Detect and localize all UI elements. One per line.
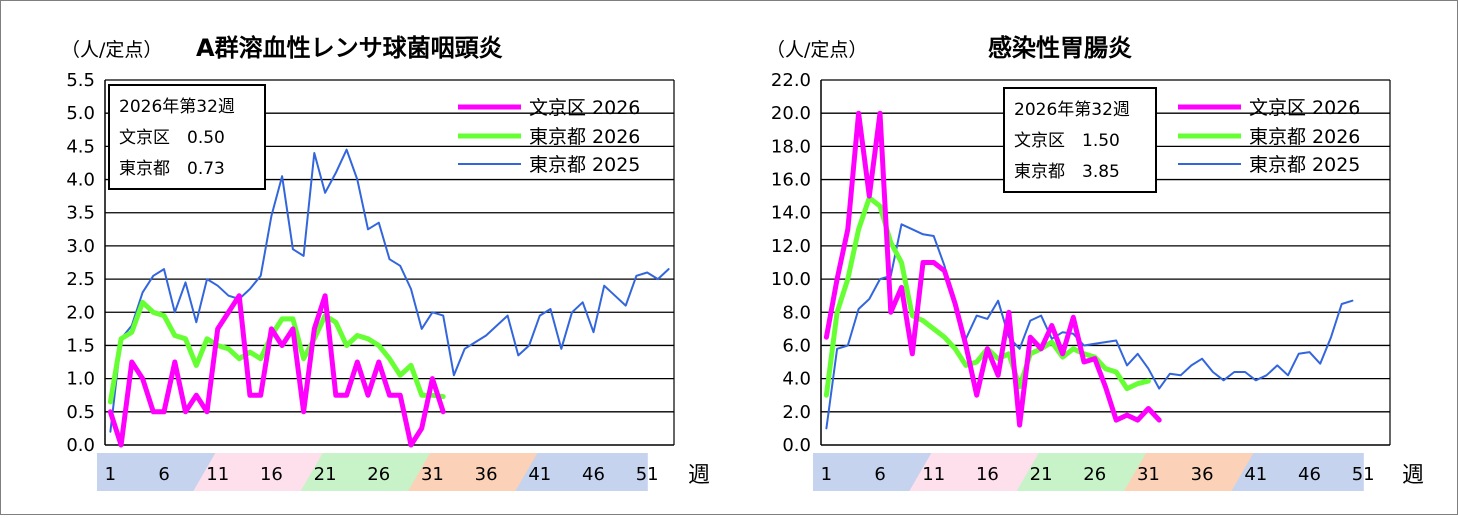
chart-2: 0.0 2.0 4.0 6.0 8.0 10.0 12.0 14.0 16.0 18.0 20.0 2… [766, 34, 1424, 491]
x-tick-label: 31 [421, 464, 444, 485]
x-tick-label: 46 [1298, 464, 1321, 485]
x-tick-label: 1 [821, 464, 832, 485]
y-tick-label: 4.0 [782, 369, 811, 390]
x-tick-label: 46 [582, 464, 605, 485]
x-tick-label: 31 [1137, 464, 1160, 485]
week-band [515, 453, 648, 491]
legend-label: 文京区 2026 [529, 97, 640, 119]
y-axis-label: （人/定点） [61, 39, 162, 61]
y-tick-label: 5.5 [66, 70, 95, 91]
y-tick-label: 12.0 [771, 236, 811, 257]
week-band [909, 453, 1047, 491]
series-line [823, 110, 1162, 428]
x-tick-label: 21 [1030, 464, 1053, 485]
info-box-line: 2026年第32週 [119, 97, 235, 117]
legend-label: 文京区 2026 [1249, 97, 1360, 119]
week-band [193, 453, 331, 491]
x-tick-label: 41 [1244, 464, 1267, 485]
y-tick-label: 8.0 [782, 302, 811, 323]
x-tick-label: 11 [922, 464, 945, 485]
info-box [108, 84, 266, 190]
legend-label: 東京都 2025 [529, 154, 640, 176]
week-band [813, 453, 940, 491]
series-line [825, 223, 1354, 430]
series-line [107, 299, 446, 405]
x-tick-label: 51 [1352, 464, 1375, 485]
week-band [1231, 453, 1364, 491]
x-tick-label: 6 [158, 464, 169, 485]
x-tick-label: 6 [874, 464, 885, 485]
y-tick-label: 16.0 [771, 170, 811, 191]
series-line [107, 293, 446, 448]
week-band [1124, 453, 1262, 491]
x-tick-label: 26 [1083, 464, 1106, 485]
y-tick-label: 18.0 [771, 136, 811, 157]
info-box-line: 文京区 0.50 [119, 128, 225, 148]
week-band [300, 453, 439, 491]
week-band [408, 453, 546, 491]
y-tick-label: 4.0 [66, 170, 95, 191]
y-tick-label: 4.5 [66, 136, 95, 157]
series-line [109, 148, 670, 433]
x-tick-label: 1 [105, 464, 116, 485]
y-tick-label: 10.0 [771, 269, 811, 290]
chart-title: 感染性胃腸炎 [988, 34, 1132, 62]
legend-label: 東京都 2025 [1249, 154, 1360, 176]
y-tick-label: 2.0 [66, 302, 95, 323]
y-tick-label: 20.0 [771, 103, 811, 124]
legend-label: 東京都 2026 [529, 126, 640, 148]
y-tick-label: 2.5 [66, 269, 95, 290]
y-tick-label: 2.0 [782, 402, 811, 423]
chart-1: 0.00.51.01.52.02.53.03.54.04.55.05.51 6 11… [61, 34, 710, 491]
legend-label: 東京都 2026 [1249, 126, 1360, 148]
x-axis-label: 週 [1402, 463, 1424, 488]
x-tick-label: 36 [475, 464, 498, 485]
y-tick-label: 5.0 [66, 103, 95, 124]
info-box-line: 東京都 0.73 [119, 159, 225, 179]
y-axis-label: （人/定点） [766, 39, 867, 61]
x-tick-label: 51 [636, 464, 659, 485]
info-box-line: 東京都 3.85 [1014, 162, 1120, 182]
chart-title: A群溶血性レンサ球菌咽頭炎 [196, 34, 503, 62]
y-tick-label: 0.0 [66, 435, 95, 456]
y-tick-label: 0.5 [66, 402, 95, 423]
week-band [1016, 453, 1155, 491]
x-axis-label: 週 [688, 463, 710, 488]
y-tick-label: 14.0 [771, 203, 811, 224]
info-box-line: 文京区 1.50 [1014, 131, 1120, 151]
x-tick-label: 16 [260, 464, 283, 485]
week-band [97, 453, 224, 491]
x-tick-label: 21 [314, 464, 337, 485]
x-tick-label: 26 [367, 464, 390, 485]
x-tick-label: 16 [976, 464, 999, 485]
y-tick-label: 1.5 [66, 335, 95, 356]
x-tick-label: 36 [1191, 464, 1214, 485]
y-tick-label: 0.0 [782, 435, 811, 456]
y-tick-label: 22.0 [771, 70, 811, 91]
x-tick-label: 41 [528, 464, 551, 485]
info-box-line: 2026年第32週 [1014, 100, 1130, 120]
y-tick-label: 3.5 [66, 203, 95, 224]
series-line [823, 195, 1151, 398]
y-tick-label: 3.0 [66, 236, 95, 257]
x-tick-label: 11 [206, 464, 229, 485]
info-box [1003, 87, 1157, 193]
y-tick-label: 6.0 [782, 335, 811, 356]
y-tick-label: 1.0 [66, 369, 95, 390]
